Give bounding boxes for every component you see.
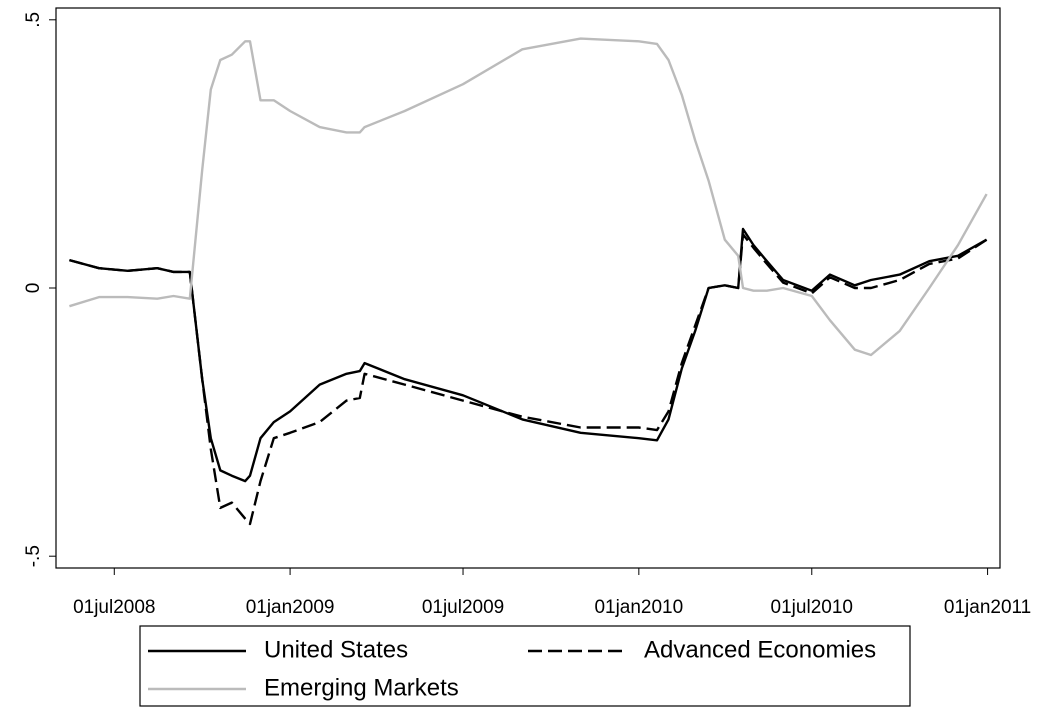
- y-tick-label: 0: [23, 283, 44, 294]
- legend-box: [139, 625, 911, 707]
- series-line: [69, 37, 988, 357]
- legend-label: United States: [264, 636, 408, 663]
- series-line: [69, 227, 988, 483]
- x-tick-label: 01jul2008: [73, 597, 155, 618]
- plot-frame: [55, 7, 1001, 569]
- legend-label: Advanced Economies: [644, 636, 876, 663]
- legend-label: Emerging Markets: [264, 674, 459, 701]
- y-tick-label: -.5: [23, 545, 44, 567]
- x-tick-label: 01jan2009: [246, 597, 335, 618]
- x-tick-label: 01jan2011: [944, 597, 1031, 618]
- x-tick-label: 01jul2009: [422, 597, 504, 618]
- series-line: [69, 233, 988, 526]
- x-tick-label: 01jan2010: [594, 597, 683, 618]
- y-tick-label: .5: [23, 12, 44, 28]
- x-tick-label: 01jul2010: [771, 597, 853, 618]
